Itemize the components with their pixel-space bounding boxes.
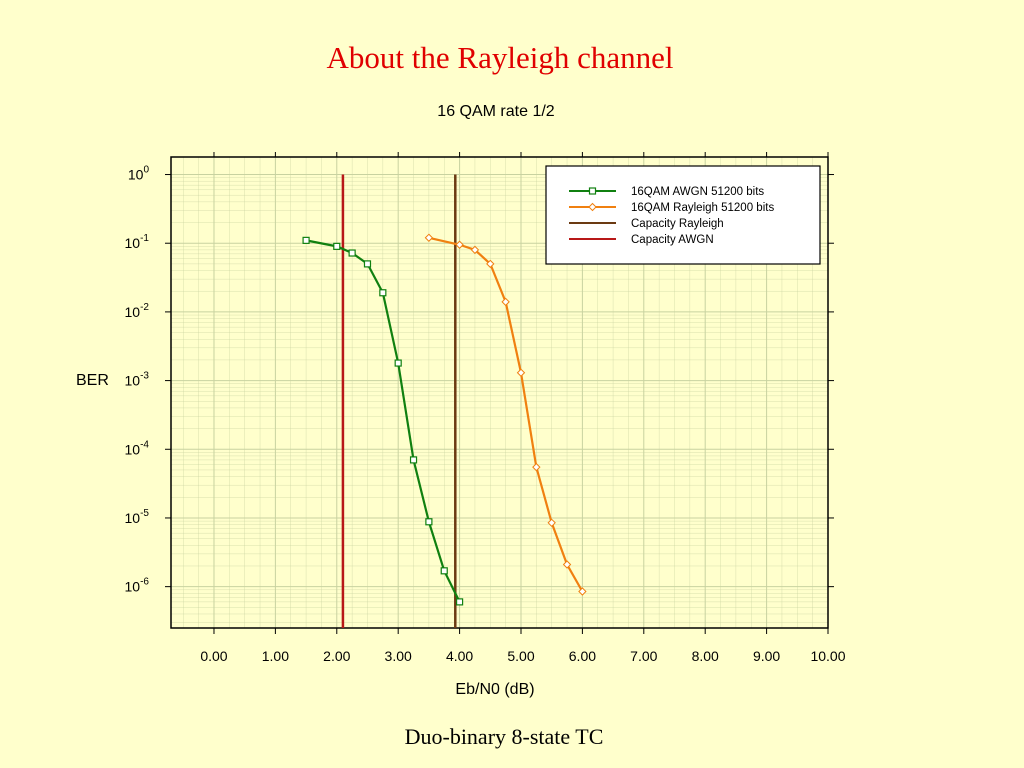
legend-label: Capacity Rayleigh [631, 218, 724, 230]
x-tick-label: 10.00 [810, 648, 845, 664]
data-point [302, 236, 310, 244]
tick-labels: 0.00 1.00 2.00 3.00 4.00 5.00 6.00 7.00 8.00 9.00… [125, 152, 846, 664]
data-point [440, 567, 448, 575]
y-tick-label: 10-1 [125, 233, 150, 251]
data-point [348, 249, 356, 257]
data-point [486, 259, 495, 269]
y-tick-label: 100 [128, 165, 150, 183]
data-point [547, 518, 556, 528]
slide-footer: Duo-binary 8-state TC [404, 724, 604, 749]
data-point [578, 587, 587, 596]
y-axis-label: BER [76, 372, 109, 389]
x-axis-label: Eb/N0 (dB) [455, 681, 534, 698]
data-point [532, 462, 541, 472]
x-tick-label: 9.00 [753, 648, 780, 664]
x-tick-label: 1.00 [262, 648, 289, 664]
y-tick-label: 10-6 [125, 577, 150, 595]
data-point [425, 518, 433, 526]
data-point [470, 245, 480, 255]
x-tick-label: 2.00 [323, 648, 350, 664]
data-point [424, 233, 434, 242]
legend-marker [588, 202, 597, 212]
series-line-1 [305, 239, 461, 603]
y-tick-label: 10-2 [125, 302, 150, 320]
data-point [455, 598, 464, 606]
data-point [363, 260, 372, 268]
slide-title: About the Rayleigh channel [326, 40, 674, 75]
x-tick-label: 4.00 [446, 648, 473, 664]
plot-frame [170, 156, 829, 629]
data-point [562, 560, 572, 569]
legend-marker [588, 187, 597, 195]
legend-label: 16QAM AWGN 51200 bits [631, 186, 764, 198]
data-point [379, 289, 387, 297]
data-point [455, 240, 464, 249]
series-line-2 [428, 236, 584, 593]
data-point [333, 242, 341, 250]
x-tick-label: 0.00 [200, 648, 227, 664]
x-tick-label: 3.00 [385, 648, 412, 664]
y-tick-label: 10-4 [125, 439, 150, 457]
chart-title: 16 QAM rate 1/2 [437, 103, 555, 120]
data-point [394, 359, 402, 367]
data-point [516, 368, 526, 377]
series [302, 233, 587, 606]
legend-label: 16QAM Rayleigh 51200 bits [631, 202, 774, 214]
y-tick-label: 10-5 [125, 508, 150, 526]
data-point [409, 456, 418, 464]
legend: 16QAM AWGN 51200 bits 16QAM Rayleigh 5120… [545, 165, 821, 265]
legend-label: Capacity AWGN [631, 234, 714, 246]
x-tick-label: 6.00 [569, 648, 596, 664]
x-tick-label: 7.00 [630, 648, 657, 664]
x-tick-label: 5.00 [507, 648, 534, 664]
data-point [501, 297, 510, 307]
legend-box [545, 165, 821, 265]
y-tick-label: 10-3 [125, 371, 150, 389]
x-tick-label: 8.00 [692, 648, 719, 664]
